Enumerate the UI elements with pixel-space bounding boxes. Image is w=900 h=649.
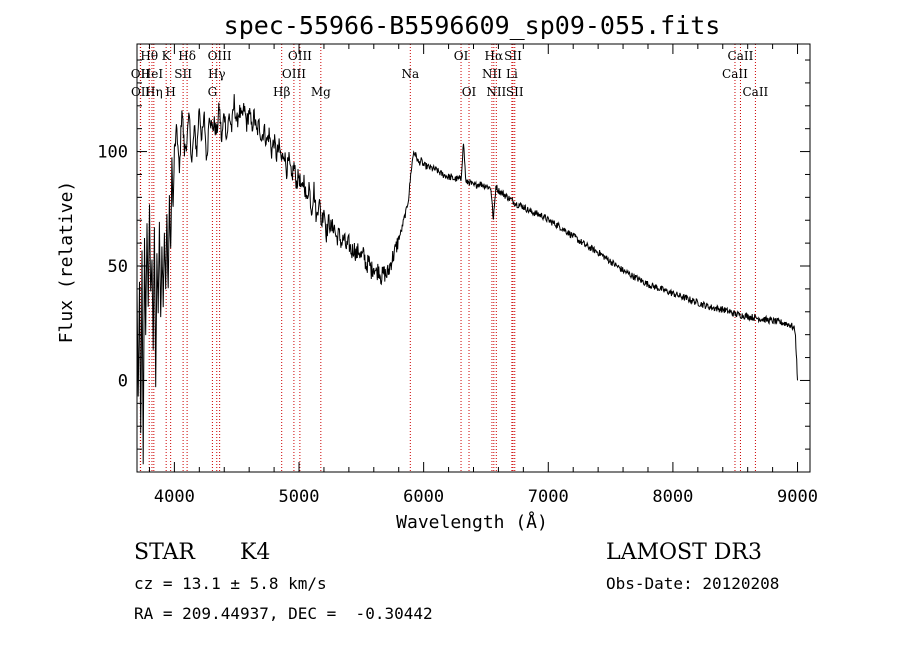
line-label-24: OI <box>462 85 477 99</box>
line-label-26: SII <box>506 85 524 99</box>
object-subclass: K4 <box>240 540 271 565</box>
line-label-15: NII <box>482 67 502 81</box>
line-label-1: K <box>162 49 172 63</box>
survey-name: LAMOST DR3 <box>606 540 762 565</box>
line-label-12: Hγ <box>208 67 226 81</box>
line-label-20: H <box>165 85 175 99</box>
y-tick-label-50: 50 <box>108 257 128 277</box>
line-label-0: Hθ <box>140 49 158 63</box>
spectral-line-markers <box>139 44 756 472</box>
x-tick-label-5000: 5000 <box>279 487 320 507</box>
line-label-19: Hη <box>145 85 163 99</box>
flux-line <box>136 94 798 465</box>
line-label-3: OIII <box>208 49 232 63</box>
redshift-cz: cz = 13.1 ± 5.8 km/s <box>134 574 327 593</box>
coordinates: RA = 209.44937, DEC = -0.30442 <box>134 604 433 623</box>
line-label-23: Mg <box>311 85 331 99</box>
x-axis-label: Wavelength (Å) <box>396 511 548 533</box>
x-tick-label-7000: 7000 <box>528 487 569 507</box>
x-tick-label-4000: 4000 <box>154 487 195 507</box>
line-label-8: CaII <box>728 49 754 63</box>
flux-series <box>136 94 798 465</box>
x-tick-labels: 4000 5000 6000 7000 8000 9000 <box>154 487 818 507</box>
obs-date: Obs-Date: 20120208 <box>606 574 780 593</box>
line-label-5: OI <box>454 49 469 63</box>
line-label-16: Li <box>506 67 518 81</box>
axis-ticks <box>137 44 810 472</box>
line-label-22: Hβ <box>273 85 290 99</box>
line-label-10: HeI <box>141 67 164 81</box>
y-tick-label-0: 0 <box>118 371 128 391</box>
line-label-2: Hδ <box>178 49 196 63</box>
line-label-21: G <box>208 85 218 99</box>
line-label-14: Na <box>401 67 419 81</box>
x-tick-label-9000: 9000 <box>777 487 818 507</box>
line-label-27: CaII <box>742 85 768 99</box>
line-label-11: SII <box>174 67 192 81</box>
line-label-17: CaII <box>722 67 748 81</box>
line-label-7: SII <box>504 49 522 63</box>
y-tick-label-100: 100 <box>97 143 128 163</box>
plot-frame <box>136 43 811 473</box>
line-label-4: OIII <box>288 49 312 63</box>
chart-title: spec-55966-B5596609_sp09-055.fits <box>224 11 721 40</box>
x-tick-label-8000: 8000 <box>652 487 693 507</box>
object-class: STAR <box>134 540 195 565</box>
line-label-13: OIII <box>282 67 306 81</box>
line-label-25: NII <box>486 85 506 99</box>
line-label-18: OII <box>131 85 151 99</box>
line-label-9: OII <box>131 67 151 81</box>
y-axis-label: Flux (relative) <box>56 181 77 344</box>
line-label-6: Hα <box>485 49 504 63</box>
x-tick-label-6000: 6000 <box>403 487 444 507</box>
y-tick-labels: 0 50 100 <box>97 143 128 392</box>
